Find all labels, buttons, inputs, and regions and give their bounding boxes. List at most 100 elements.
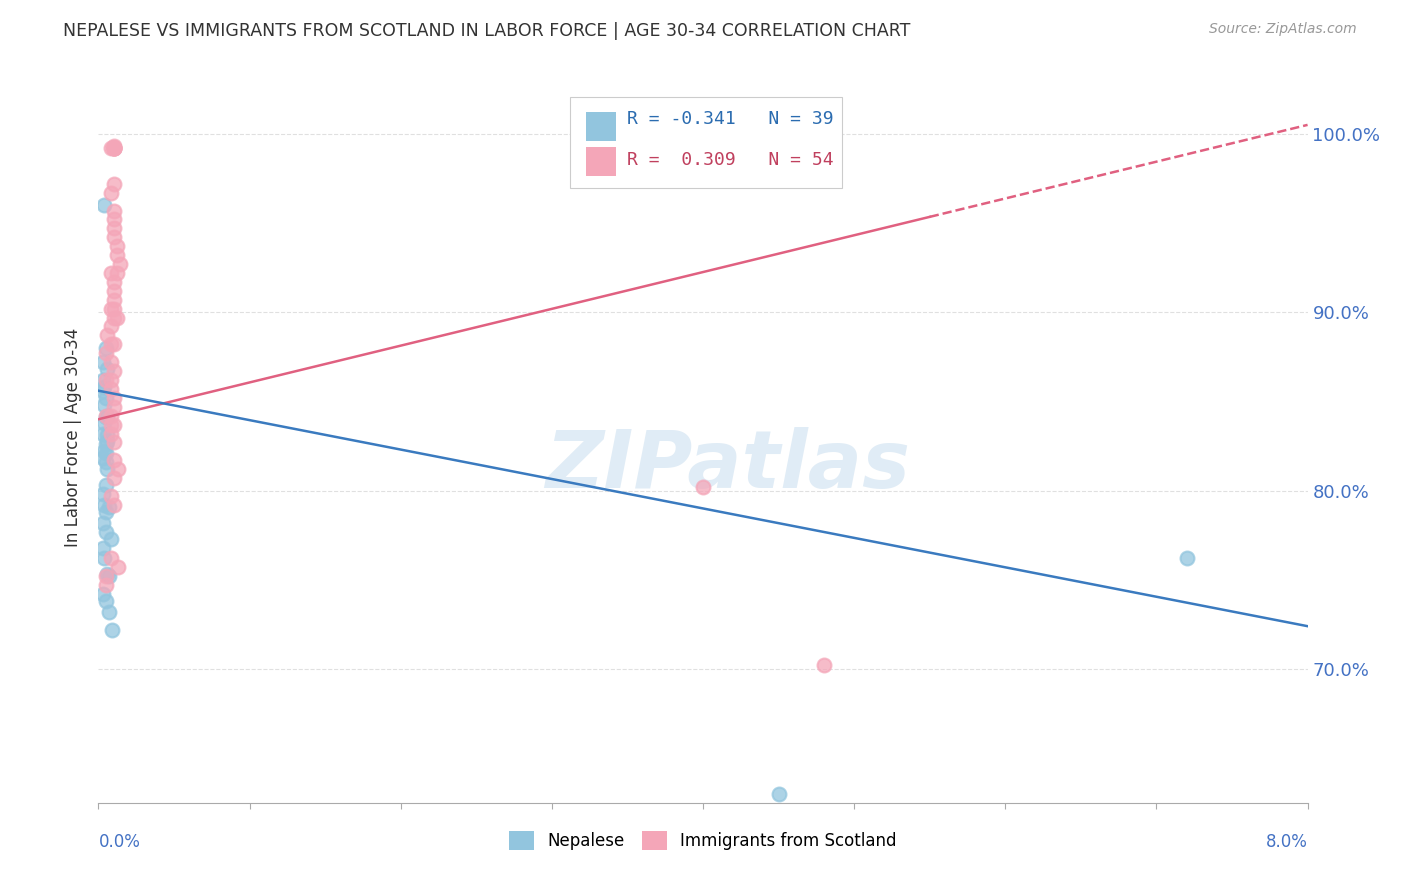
Point [103, 400, 125, 414]
Point [103, 221, 125, 235]
Point [692, 480, 714, 494]
Point [93, 398, 115, 412]
Text: 8.0%: 8.0% [1265, 833, 1308, 851]
Point [103, 435, 125, 450]
FancyBboxPatch shape [569, 97, 842, 188]
Point [94, 505, 117, 519]
Text: 0.0%: 0.0% [98, 833, 141, 851]
Point [1175, 551, 1198, 566]
Point [105, 266, 128, 280]
Point [94, 437, 117, 451]
Point [94, 446, 117, 460]
Point [100, 532, 122, 546]
Point [91, 426, 114, 441]
Text: R = -0.341   N = 39: R = -0.341 N = 39 [627, 110, 834, 128]
Point [91, 516, 114, 530]
Point [98, 569, 121, 583]
Point [100, 141, 122, 155]
Point [103, 141, 125, 155]
Point [103, 141, 125, 155]
Point [100, 337, 122, 351]
Point [91, 541, 114, 555]
Point [103, 293, 125, 307]
Point [91, 355, 114, 369]
Point [93, 416, 115, 430]
Point [91, 373, 114, 387]
Point [96, 362, 118, 376]
Point [103, 310, 125, 325]
Point [103, 471, 125, 485]
Point [100, 186, 122, 200]
Y-axis label: In Labor Force | Age 30-34: In Labor Force | Age 30-34 [65, 327, 83, 547]
FancyBboxPatch shape [586, 112, 616, 141]
Point [107, 462, 129, 476]
Point [94, 346, 117, 360]
Point [94, 455, 117, 469]
Point [100, 417, 122, 432]
Text: ZIPatlas: ZIPatlas [544, 427, 910, 506]
Point [93, 198, 115, 212]
Point [94, 373, 117, 387]
Point [103, 498, 125, 512]
Point [105, 310, 128, 325]
Point [91, 487, 114, 501]
Point [768, 787, 790, 801]
Point [103, 139, 125, 153]
Point [100, 382, 122, 396]
Point [108, 257, 131, 271]
Point [98, 500, 121, 514]
Point [103, 141, 125, 155]
Point [813, 658, 835, 673]
Point [93, 444, 115, 458]
Point [94, 594, 117, 608]
Point [94, 391, 117, 405]
Point [103, 177, 125, 191]
Point [100, 551, 122, 566]
Point [94, 341, 117, 355]
Point [94, 569, 117, 583]
Point [91, 384, 114, 398]
Point [94, 410, 117, 425]
Text: NEPALESE VS IMMIGRANTS FROM SCOTLAND IN LABOR FORCE | AGE 30-34 CORRELATION CHAR: NEPALESE VS IMMIGRANTS FROM SCOTLAND IN … [63, 22, 911, 40]
Point [94, 409, 117, 423]
Point [96, 328, 118, 343]
Point [100, 489, 122, 503]
Point [100, 355, 122, 369]
Point [103, 301, 125, 316]
Point [103, 275, 125, 289]
Point [100, 426, 122, 441]
Point [94, 478, 117, 492]
Text: R =  0.309   N = 54: R = 0.309 N = 54 [627, 151, 834, 169]
Point [100, 319, 122, 334]
Point [103, 141, 125, 155]
Point [91, 587, 114, 601]
Point [103, 230, 125, 244]
Point [94, 578, 117, 592]
Point [93, 551, 115, 566]
Point [103, 141, 125, 155]
Point [100, 373, 122, 387]
Point [103, 417, 125, 432]
Point [93, 380, 115, 394]
Point [100, 301, 122, 316]
Point [96, 567, 118, 582]
Point [103, 284, 125, 298]
Point [100, 266, 122, 280]
Point [96, 409, 118, 423]
Point [94, 524, 117, 539]
Point [96, 434, 118, 448]
Point [98, 605, 121, 619]
Point [107, 560, 129, 574]
Point [105, 248, 128, 262]
FancyBboxPatch shape [586, 146, 616, 176]
Point [105, 239, 128, 253]
Point [91, 451, 114, 466]
Point [103, 453, 125, 467]
Point [103, 212, 125, 227]
Point [96, 428, 118, 442]
Point [103, 337, 125, 351]
Text: Source: ZipAtlas.com: Source: ZipAtlas.com [1209, 22, 1357, 37]
Point [101, 623, 124, 637]
Point [103, 364, 125, 378]
Point [93, 498, 115, 512]
